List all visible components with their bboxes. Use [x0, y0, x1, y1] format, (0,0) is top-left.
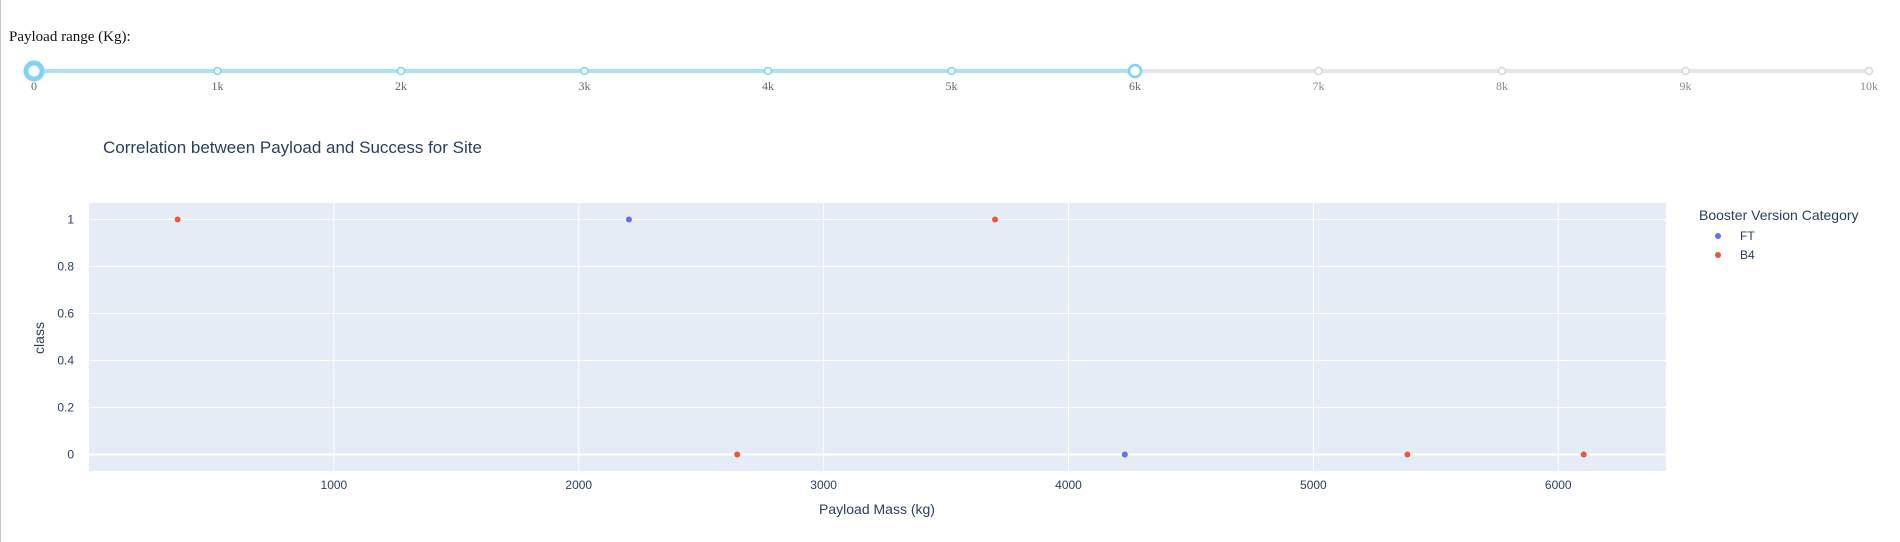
slider-mark-label: 3k	[579, 79, 591, 93]
grid-lines	[89, 203, 1666, 471]
legend-label-ft[interactable]: FT	[1740, 229, 1755, 243]
data-point[interactable]	[734, 451, 741, 458]
x-tick-label: 4000	[1055, 478, 1082, 492]
y-tick-label: 1	[67, 212, 74, 226]
slider-step-dot[interactable]	[580, 66, 589, 76]
slider-step-dot[interactable]	[947, 66, 956, 76]
series-b4	[174, 216, 1587, 458]
y-tick-label: 0.2	[57, 401, 74, 415]
slider-step-dot[interactable]	[396, 66, 406, 76]
y-axis-title: class	[31, 322, 47, 354]
x-tick-label: 6000	[1545, 478, 1572, 492]
x-tick-label: 2000	[565, 478, 592, 492]
data-point[interactable]	[1404, 451, 1411, 458]
scatter-chart: Payload Mass (kg) class Booster Version …	[31, 138, 1859, 517]
x-axis-title: Payload Mass (kg)	[819, 501, 935, 517]
slider-mark-label: 9k	[1680, 79, 1692, 93]
plot-area	[89, 203, 1666, 471]
slider-step-dot[interactable]	[1864, 66, 1874, 76]
slider-mark-label: 1k	[212, 79, 224, 93]
slider-step-dot[interactable]	[1314, 66, 1323, 76]
slider-step-dot[interactable]	[1497, 66, 1507, 76]
y-tick-label: 0.4	[57, 354, 74, 368]
slider-mark-label: 4k	[762, 79, 774, 93]
data-point[interactable]	[1580, 451, 1587, 458]
payload-range-slider[interactable]: 0 1k 2k 3k 4k 5k 6k 7k 8k 9k 10k	[0, 56, 1900, 106]
data-point[interactable]	[1121, 451, 1128, 458]
slider-mark-label: 8k	[1496, 79, 1508, 93]
legend-label-b4[interactable]: B4	[1740, 248, 1755, 262]
data-point[interactable]	[625, 216, 632, 223]
slider-step-dot[interactable]	[1681, 66, 1690, 76]
slider-step-dot[interactable]	[213, 66, 222, 76]
y-tick-label: 0	[67, 448, 74, 462]
series-ft	[625, 216, 1128, 458]
slider-mark-label: 5k	[946, 79, 958, 93]
data-point[interactable]	[174, 216, 181, 223]
slider-step-dot[interactable]	[763, 66, 773, 76]
slider-handle-min[interactable]	[23, 60, 45, 82]
x-tick-label: 1000	[321, 478, 348, 492]
slider-mark-label: 6k	[1129, 79, 1141, 93]
legend-marker-b4[interactable]	[1715, 252, 1721, 258]
slider-mark-label: 7k	[1313, 79, 1325, 93]
slider-mark-label: 0	[31, 79, 37, 93]
y-tick-label: 0.8	[57, 259, 74, 273]
slider-handle-max[interactable]	[1127, 63, 1143, 79]
chart-title: Correlation between Payload and Success …	[103, 138, 482, 157]
legend-marker-ft[interactable]	[1715, 233, 1721, 239]
slider-mark-label: 10k	[1860, 79, 1878, 93]
page-left-border	[0, 0, 1, 542]
x-tick-label: 5000	[1300, 478, 1327, 492]
y-tick-label: 0.6	[57, 306, 74, 320]
x-tick-label: 3000	[810, 478, 837, 492]
slider-label: Payload range (Kg):	[9, 29, 131, 45]
legend-title: Booster Version Category	[1699, 207, 1859, 223]
slider-mark-label: 2k	[395, 79, 407, 93]
data-point[interactable]	[992, 216, 999, 223]
